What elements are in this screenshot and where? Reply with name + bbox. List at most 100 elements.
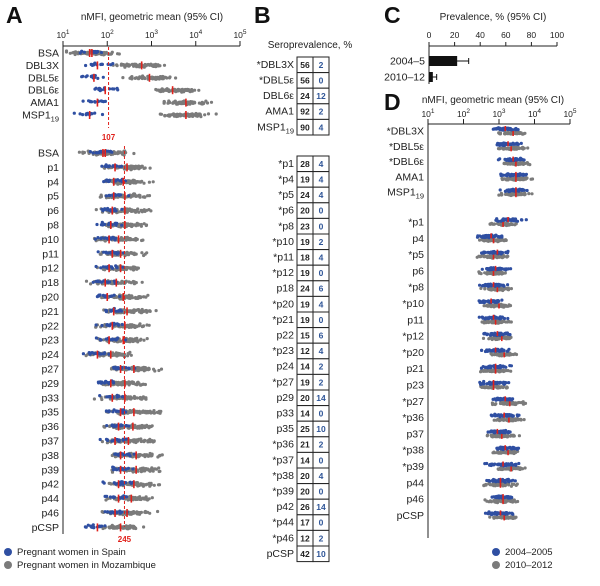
data-point-mozambique bbox=[147, 180, 151, 184]
seroprevalence-mozambique: 4 bbox=[319, 122, 324, 132]
row-label: MSP119 bbox=[257, 121, 294, 135]
tick-exponent: 5 bbox=[573, 108, 577, 115]
row-label: p42 bbox=[41, 479, 59, 491]
data-point-spain bbox=[113, 193, 117, 197]
row-label-text: pCSP bbox=[267, 548, 294, 560]
data-point-2010-2012 bbox=[509, 335, 513, 339]
row-label-text: p29 bbox=[41, 378, 59, 390]
data-strip bbox=[102, 177, 155, 186]
data-point-2004-2005 bbox=[517, 173, 521, 177]
data-point-2010-2012 bbox=[478, 255, 482, 259]
data-point-mozambique bbox=[150, 410, 154, 414]
row-label-text: pCSP bbox=[32, 522, 59, 534]
data-point-spain bbox=[84, 75, 88, 79]
row-label: *p27 bbox=[272, 376, 294, 388]
data-point-mozambique bbox=[89, 282, 93, 286]
seroprevalence-mozambique: 12 bbox=[316, 91, 326, 101]
row-label: *p38 bbox=[272, 470, 294, 482]
row-label-text: p4 bbox=[412, 233, 424, 245]
seroprevalence-mozambique: 2 bbox=[319, 60, 324, 70]
data-point-2004-2005 bbox=[516, 128, 520, 132]
data-point-2004-2005 bbox=[499, 173, 503, 178]
data-point-spain bbox=[93, 100, 97, 104]
data-point-spain bbox=[96, 250, 100, 254]
row-label-text: p24 bbox=[276, 361, 294, 373]
data-point-mozambique bbox=[139, 410, 143, 414]
data-point-2010-2012 bbox=[530, 192, 534, 196]
data-point-mozambique bbox=[139, 165, 143, 169]
data-point-mozambique bbox=[119, 339, 123, 343]
row-label: p8 bbox=[47, 220, 59, 232]
seroprevalence-mozambique: 4 bbox=[319, 190, 324, 200]
tick-exponent: 1 bbox=[66, 29, 70, 36]
data-point-spain bbox=[91, 280, 95, 284]
data-point-2004-2005 bbox=[505, 172, 509, 176]
data-point-spain bbox=[103, 207, 107, 211]
data-strip bbox=[100, 509, 160, 517]
data-point-mozambique bbox=[158, 75, 163, 79]
data-point-mozambique bbox=[147, 468, 151, 472]
data-point-spain bbox=[110, 266, 115, 270]
tick-exponent: 5 bbox=[243, 29, 247, 36]
data-point-mozambique bbox=[191, 114, 195, 118]
row-label: p38 bbox=[41, 450, 59, 462]
tick-base: 10 bbox=[189, 30, 199, 40]
data-point-mozambique bbox=[144, 510, 148, 515]
data-point-mozambique bbox=[135, 497, 140, 501]
data-point-spain bbox=[96, 236, 100, 240]
data-point-mozambique bbox=[109, 482, 113, 486]
data-point-mozambique bbox=[167, 89, 171, 94]
seroprevalence-spain: 12 bbox=[300, 346, 310, 356]
data-point-spain bbox=[94, 336, 98, 340]
row-label-text: p4 bbox=[47, 176, 59, 188]
seroprevalence-mozambique: 4 bbox=[319, 159, 324, 169]
data-point-mozambique bbox=[152, 367, 156, 371]
data-point-2010-2012 bbox=[526, 162, 530, 166]
data-point-mozambique bbox=[117, 52, 121, 56]
data-point-2010-2012 bbox=[520, 177, 524, 182]
row-label-text: p37 bbox=[41, 436, 59, 448]
data-point-mozambique bbox=[143, 252, 147, 256]
seroprevalence-spain: 21 bbox=[300, 440, 310, 450]
data-point-spain bbox=[96, 76, 100, 80]
data-point-mozambique bbox=[136, 483, 140, 487]
row-label-text: p11 bbox=[42, 248, 59, 260]
data-point-mozambique bbox=[141, 468, 145, 472]
data-point-spain bbox=[106, 251, 110, 255]
data-point-mozambique bbox=[130, 62, 134, 66]
data-strip bbox=[92, 235, 145, 244]
row-label-text: p23 bbox=[41, 335, 59, 347]
data-strip bbox=[72, 111, 218, 119]
data-strip bbox=[495, 141, 530, 152]
data-point-mozambique bbox=[85, 52, 89, 56]
seroprevalence-spain: 20 bbox=[300, 487, 310, 497]
data-point-spain bbox=[117, 394, 121, 398]
data-point-spain bbox=[91, 523, 95, 527]
data-strip bbox=[84, 61, 167, 70]
data-point-2010-2012 bbox=[527, 192, 531, 196]
data-point-spain bbox=[82, 50, 86, 54]
data-point-spain bbox=[109, 309, 113, 313]
data-point-mozambique bbox=[154, 62, 158, 66]
row-label-text: p20 bbox=[406, 347, 424, 359]
seroprevalence-spain: 92 bbox=[300, 107, 310, 117]
data-point-mozambique bbox=[115, 64, 119, 68]
data-point-spain bbox=[102, 481, 106, 485]
row-label-text: p23 bbox=[276, 345, 294, 357]
data-point-mozambique bbox=[140, 325, 144, 329]
data-point-mozambique bbox=[150, 468, 154, 472]
data-point-spain bbox=[96, 279, 100, 283]
data-point-spain bbox=[112, 466, 116, 470]
data-point-mozambique bbox=[186, 101, 191, 105]
seroprevalence-spain: 20 bbox=[300, 471, 310, 481]
data-point-2004-2005 bbox=[499, 219, 503, 223]
seroprevalence-spain: 20 bbox=[300, 206, 310, 216]
data-point-2004-2005 bbox=[506, 316, 510, 321]
data-point-2004-2005 bbox=[506, 267, 510, 271]
data-strip bbox=[96, 249, 149, 258]
row-label-text: p12 bbox=[276, 267, 294, 279]
data-strip bbox=[496, 156, 532, 167]
seroprevalence-mozambique: 4 bbox=[319, 346, 324, 356]
